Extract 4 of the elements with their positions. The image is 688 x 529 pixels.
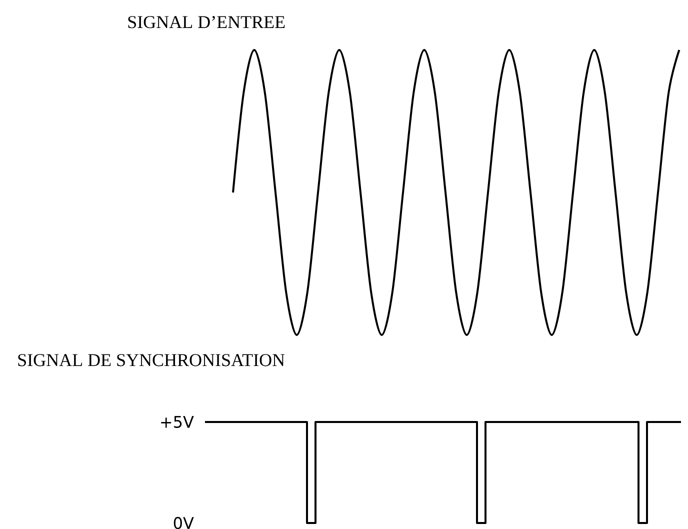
y-tick-label: 0V: [174, 516, 194, 529]
y-tick-label: +5V: [161, 416, 194, 428]
chart-title: SIGNAL DE SYNCHRONISATION: [18, 354, 285, 366]
chart-title: SIGNAL D’ENTREE: [128, 16, 285, 28]
